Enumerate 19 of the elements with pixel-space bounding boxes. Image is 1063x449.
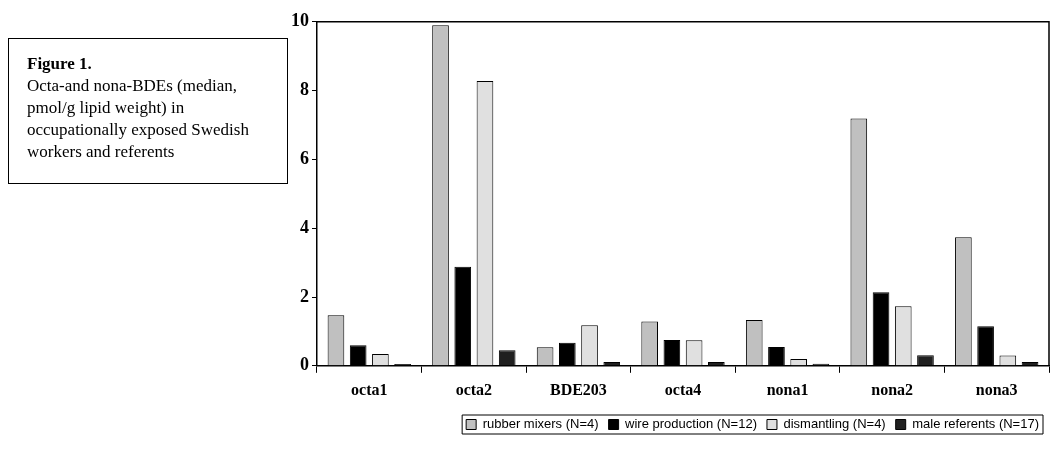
y-tick-label: 2 [300,285,309,306]
x-tick-label: BDE203 [549,380,607,398]
x-tick-label: octa2 [455,380,493,398]
x-tick-label: nona3 [975,380,1018,398]
y-tick-label: 4 [300,216,309,237]
y-tick-label: 10 [291,10,309,31]
text: Octa-and nona-BDEs (median, pmol/g lipid weight) in occupationally exposed Swedish workers and referents [27,75,250,163]
y-tick-label: 0 [300,354,309,375]
legend-label: wire production (N=12) [624,416,757,432]
y-tick-label: 6 [300,148,309,169]
x-tick-label: nona2 [871,380,914,398]
legend-label: rubber mixers (N=4) [482,416,599,432]
text: Figure 1. [27,53,93,75]
x-tick-label: octa4 [664,380,702,398]
legend-label: male referents (N=17) [912,416,1040,432]
x-tick-label: octa1 [351,380,388,398]
legend-label: dismantling (N=4) [783,416,886,432]
x-tick-label: nona1 [766,380,809,398]
y-tick-label: 8 [300,79,309,100]
